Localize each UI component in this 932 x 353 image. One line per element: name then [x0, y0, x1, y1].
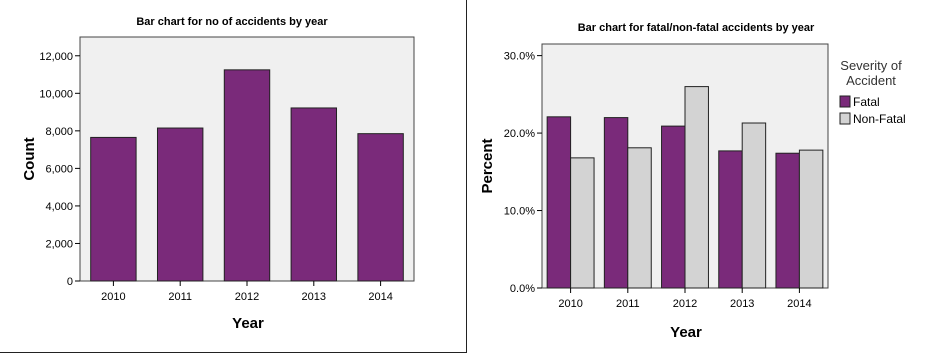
- y-tick-label: 20.0%: [504, 128, 535, 140]
- bar-non-fatal-2013: [741, 122, 767, 289]
- bar-2013: [290, 107, 338, 282]
- x-tick-label: 2010: [101, 291, 125, 303]
- x-axis-label: Year: [232, 315, 264, 332]
- bar-fatal-2013: [718, 150, 743, 289]
- x-tick-label: 2010: [558, 298, 582, 310]
- accidents-count-chart: Bar chart for no of accidents by year 0 2…: [21, 16, 415, 332]
- y-axis-label: Count: [21, 137, 38, 180]
- y-tick-label: 2,000: [45, 238, 73, 250]
- bars: [546, 86, 824, 289]
- bar-2014: [357, 133, 404, 282]
- accidents-count-chart-panel: Bar chart for no of accidents by year 0 2…: [0, 0, 467, 353]
- y-tick-label: 10,000: [39, 88, 73, 100]
- y-tick-label: 0.0%: [510, 283, 535, 295]
- x-tick-label: 2011: [616, 298, 640, 310]
- y-tick-label: 0: [67, 276, 73, 288]
- x-tick-label: 2012: [235, 291, 259, 303]
- x-tick-label: 2011: [168, 291, 192, 303]
- bar-non-fatal-2010: [570, 157, 595, 289]
- y-tick-label: 10.0%: [504, 206, 535, 218]
- x-axis: 2010 2011 2012 2013 2014: [558, 288, 812, 310]
- y-tick-label: 30.0%: [504, 51, 535, 63]
- y-tick-label: 4,000: [45, 201, 73, 213]
- x-axis: 2010 2011 2012 2013 2014: [101, 281, 393, 303]
- bar-fatal-2010: [546, 116, 572, 289]
- y-tick-label: 6,000: [45, 163, 73, 175]
- bar-fatal-2014: [775, 152, 800, 289]
- chart-title: Bar chart for fatal/non-fatal accidents …: [578, 22, 815, 34]
- bar-non-fatal-2014: [798, 149, 824, 289]
- bar-2011: [156, 127, 204, 282]
- bar-non-fatal-2011: [627, 147, 652, 289]
- x-tick-label: 2014: [787, 298, 811, 310]
- legend-title: Severity of: [840, 58, 902, 73]
- x-tick-label: 2014: [368, 291, 392, 303]
- chart-title: Bar chart for no of accidents by year: [136, 16, 328, 28]
- x-axis-label: Year: [670, 324, 702, 341]
- y-axis: 0 2,000 4,000 6,000 8,000 10,000 12,000: [39, 51, 80, 288]
- y-tick-label: 12,000: [39, 51, 73, 63]
- legend-label-non-fatal: Non-Fatal: [853, 112, 906, 126]
- x-tick-label: 2013: [730, 298, 754, 310]
- bar-fatal-2012: [661, 125, 686, 289]
- bar-2012: [223, 69, 271, 282]
- legend-swatch-fatal: [839, 95, 851, 108]
- y-axis: 0.0% 10.0% 20.0% 30.0%: [504, 51, 542, 295]
- severity-chart-panel: Bar chart for fatal/non-fatal accidents …: [468, 0, 932, 353]
- bar-2010: [90, 136, 137, 282]
- bar-fatal-2011: [603, 117, 629, 289]
- x-tick-label: 2012: [673, 298, 697, 310]
- severity-chart: Bar chart for fatal/non-fatal accidents …: [479, 22, 906, 341]
- legend-title: Accident: [846, 73, 896, 88]
- x-tick-label: 2013: [302, 291, 326, 303]
- bar-non-fatal-2012: [684, 86, 709, 289]
- y-axis-label: Percent: [479, 138, 496, 193]
- bars: [90, 69, 404, 282]
- legend-swatch-non-fatal: [839, 112, 851, 125]
- y-tick-label: 8,000: [45, 126, 73, 138]
- legend-label-fatal: Fatal: [853, 95, 880, 109]
